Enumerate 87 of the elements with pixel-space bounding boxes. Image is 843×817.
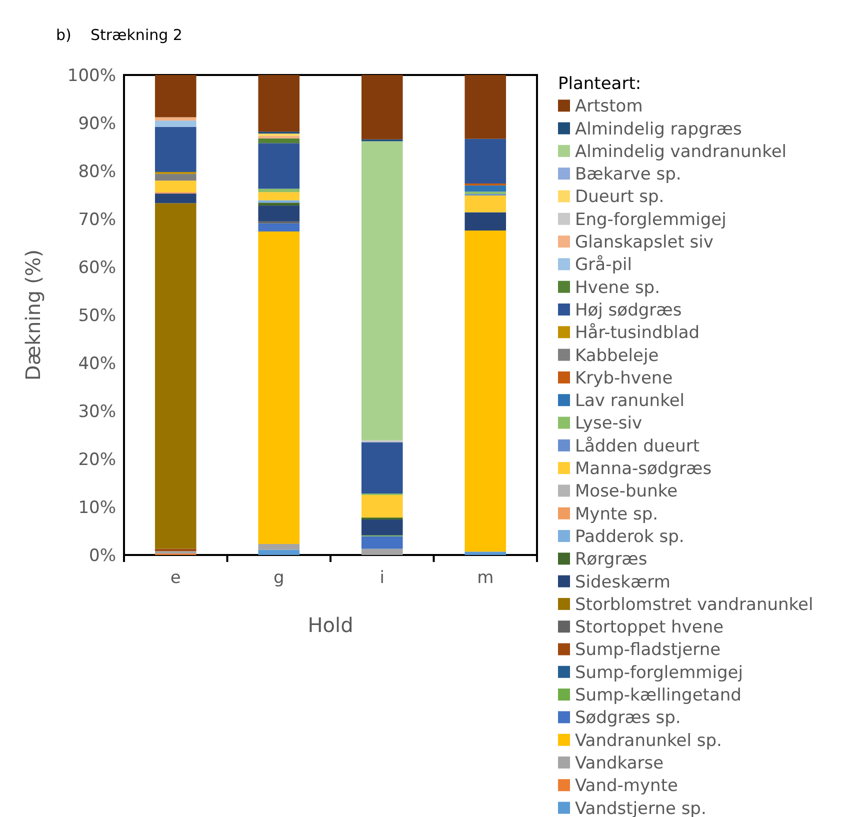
legend-label: Vand-mynte xyxy=(575,776,678,796)
x-tick-label: g xyxy=(273,568,284,588)
y-tick-label: 100% xyxy=(67,66,116,86)
legend-label: Mose-bunke xyxy=(575,482,678,502)
legend-label: Almindelig rapgræs xyxy=(575,119,742,140)
bar xyxy=(154,174,196,181)
x-tick-label: i xyxy=(380,568,384,588)
legend-label: Artstom xyxy=(575,96,643,117)
bar xyxy=(361,536,403,549)
bar xyxy=(258,223,300,232)
legend-label: Hvene sp. xyxy=(575,278,660,298)
legend-label: Padderok sp. xyxy=(575,526,684,547)
legend-label: Lyse-siv xyxy=(575,414,642,434)
bar xyxy=(258,231,300,544)
bar xyxy=(464,552,506,555)
legend-label: Vandranunkel sp. xyxy=(575,730,722,751)
x-tick-label: m xyxy=(477,568,494,588)
y-tick-label: 60% xyxy=(78,258,116,278)
y-tick-label: 0% xyxy=(89,546,116,566)
legend-label: Bækarve sp. xyxy=(575,164,682,185)
legend-title: Planteart: xyxy=(558,74,642,94)
legend-label: Sump-kællingetand xyxy=(575,686,742,706)
legend-label: Sump-forglemmigej xyxy=(575,662,743,683)
bar xyxy=(464,230,506,552)
y-tick-label: 80% xyxy=(78,162,116,182)
x-tick-label: e xyxy=(170,568,181,588)
bar xyxy=(464,212,506,231)
bar xyxy=(258,206,300,222)
chart-title: b) Strækning 2 xyxy=(56,26,182,44)
legend-label: Lådden dueurt xyxy=(575,436,700,456)
bar xyxy=(361,141,403,440)
bar xyxy=(154,75,196,118)
legend-label: Manna-sødgræs xyxy=(575,459,712,479)
legend-label: Stortoppet hvene xyxy=(575,618,724,638)
bar xyxy=(258,202,300,206)
legend-label: Sump-fladstjerne xyxy=(575,640,721,660)
y-tick-label: 90% xyxy=(78,114,116,134)
y-axis-title: Dækning (%) xyxy=(21,249,45,381)
legend-label: Hår-tusindblad xyxy=(575,323,700,344)
bar xyxy=(154,203,196,549)
y-tick-label: 30% xyxy=(78,402,116,422)
legend-label: Mynte sp. xyxy=(575,504,658,524)
x-axis-title: Hold xyxy=(308,613,354,637)
legend-label: Lav ranunkel xyxy=(575,391,685,412)
bar xyxy=(464,192,506,194)
bar xyxy=(258,188,300,192)
bar xyxy=(154,117,196,121)
legend-label: Eng-forglemmigej xyxy=(575,210,726,230)
bar xyxy=(464,185,506,192)
bar xyxy=(361,75,403,140)
y-tick-label: 20% xyxy=(78,450,116,470)
legend-label: Storblomstret vandranunkel xyxy=(575,594,814,615)
bar xyxy=(154,126,196,172)
legend-label: Vandkarse xyxy=(575,753,664,774)
legend-label: Sødgræs sp. xyxy=(575,708,681,728)
bar xyxy=(258,192,300,200)
legend-label: Kabbeleje xyxy=(575,346,659,366)
y-tick-label: 10% xyxy=(78,498,116,518)
legend-label: Vandstjerne sp. xyxy=(575,798,706,817)
bar xyxy=(464,75,506,139)
bar xyxy=(258,550,300,555)
bar xyxy=(361,442,403,494)
y-tick-label: 50% xyxy=(78,306,116,326)
legend-label: Rørgræs xyxy=(575,550,648,570)
bar xyxy=(361,548,403,555)
legend-label: Dueurt sp. xyxy=(575,187,664,208)
bar xyxy=(154,551,196,554)
bar xyxy=(361,495,403,518)
legend-label: Glanskapslet siv xyxy=(575,232,714,252)
bar xyxy=(154,180,196,192)
legend-label: Grå-pil xyxy=(575,255,632,276)
bar xyxy=(258,75,300,132)
bar xyxy=(154,194,196,204)
y-tick-label: 40% xyxy=(78,354,116,374)
bar xyxy=(464,138,506,184)
bar xyxy=(258,143,300,189)
bar xyxy=(258,544,300,550)
y-tick-label: 70% xyxy=(78,210,116,230)
bar xyxy=(258,138,300,144)
legend-label: Kryb-hvene xyxy=(575,368,673,388)
bar xyxy=(258,136,300,138)
bar xyxy=(361,519,403,536)
legend-label: Høj sødgræs xyxy=(575,300,682,320)
bar xyxy=(464,195,506,212)
legend-label: Almindelig vandranunkel xyxy=(575,142,786,162)
bar xyxy=(154,120,196,127)
legend-label: Sideskærm xyxy=(575,572,670,592)
